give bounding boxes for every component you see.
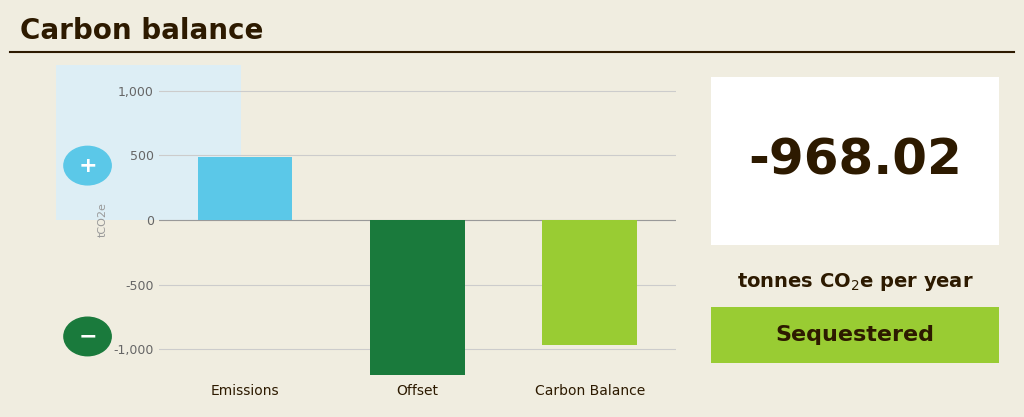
Bar [56, 65, 241, 220]
Bar [198, 156, 292, 220]
FancyBboxPatch shape [711, 77, 999, 245]
Text: tonnes CO$_2$e per year: tonnes CO$_2$e per year [736, 271, 974, 293]
Text: -968.02: -968.02 [749, 137, 962, 185]
Text: Sequestered: Sequestered [775, 325, 935, 345]
Y-axis label: tCO2e: tCO2e [98, 203, 108, 237]
Bar [370, 220, 465, 409]
Text: −: − [78, 327, 97, 347]
FancyBboxPatch shape [711, 307, 999, 363]
Bar [543, 220, 637, 345]
Circle shape [63, 317, 112, 356]
Text: +: + [78, 156, 97, 176]
Text: Carbon balance: Carbon balance [20, 17, 264, 45]
Circle shape [63, 146, 112, 185]
